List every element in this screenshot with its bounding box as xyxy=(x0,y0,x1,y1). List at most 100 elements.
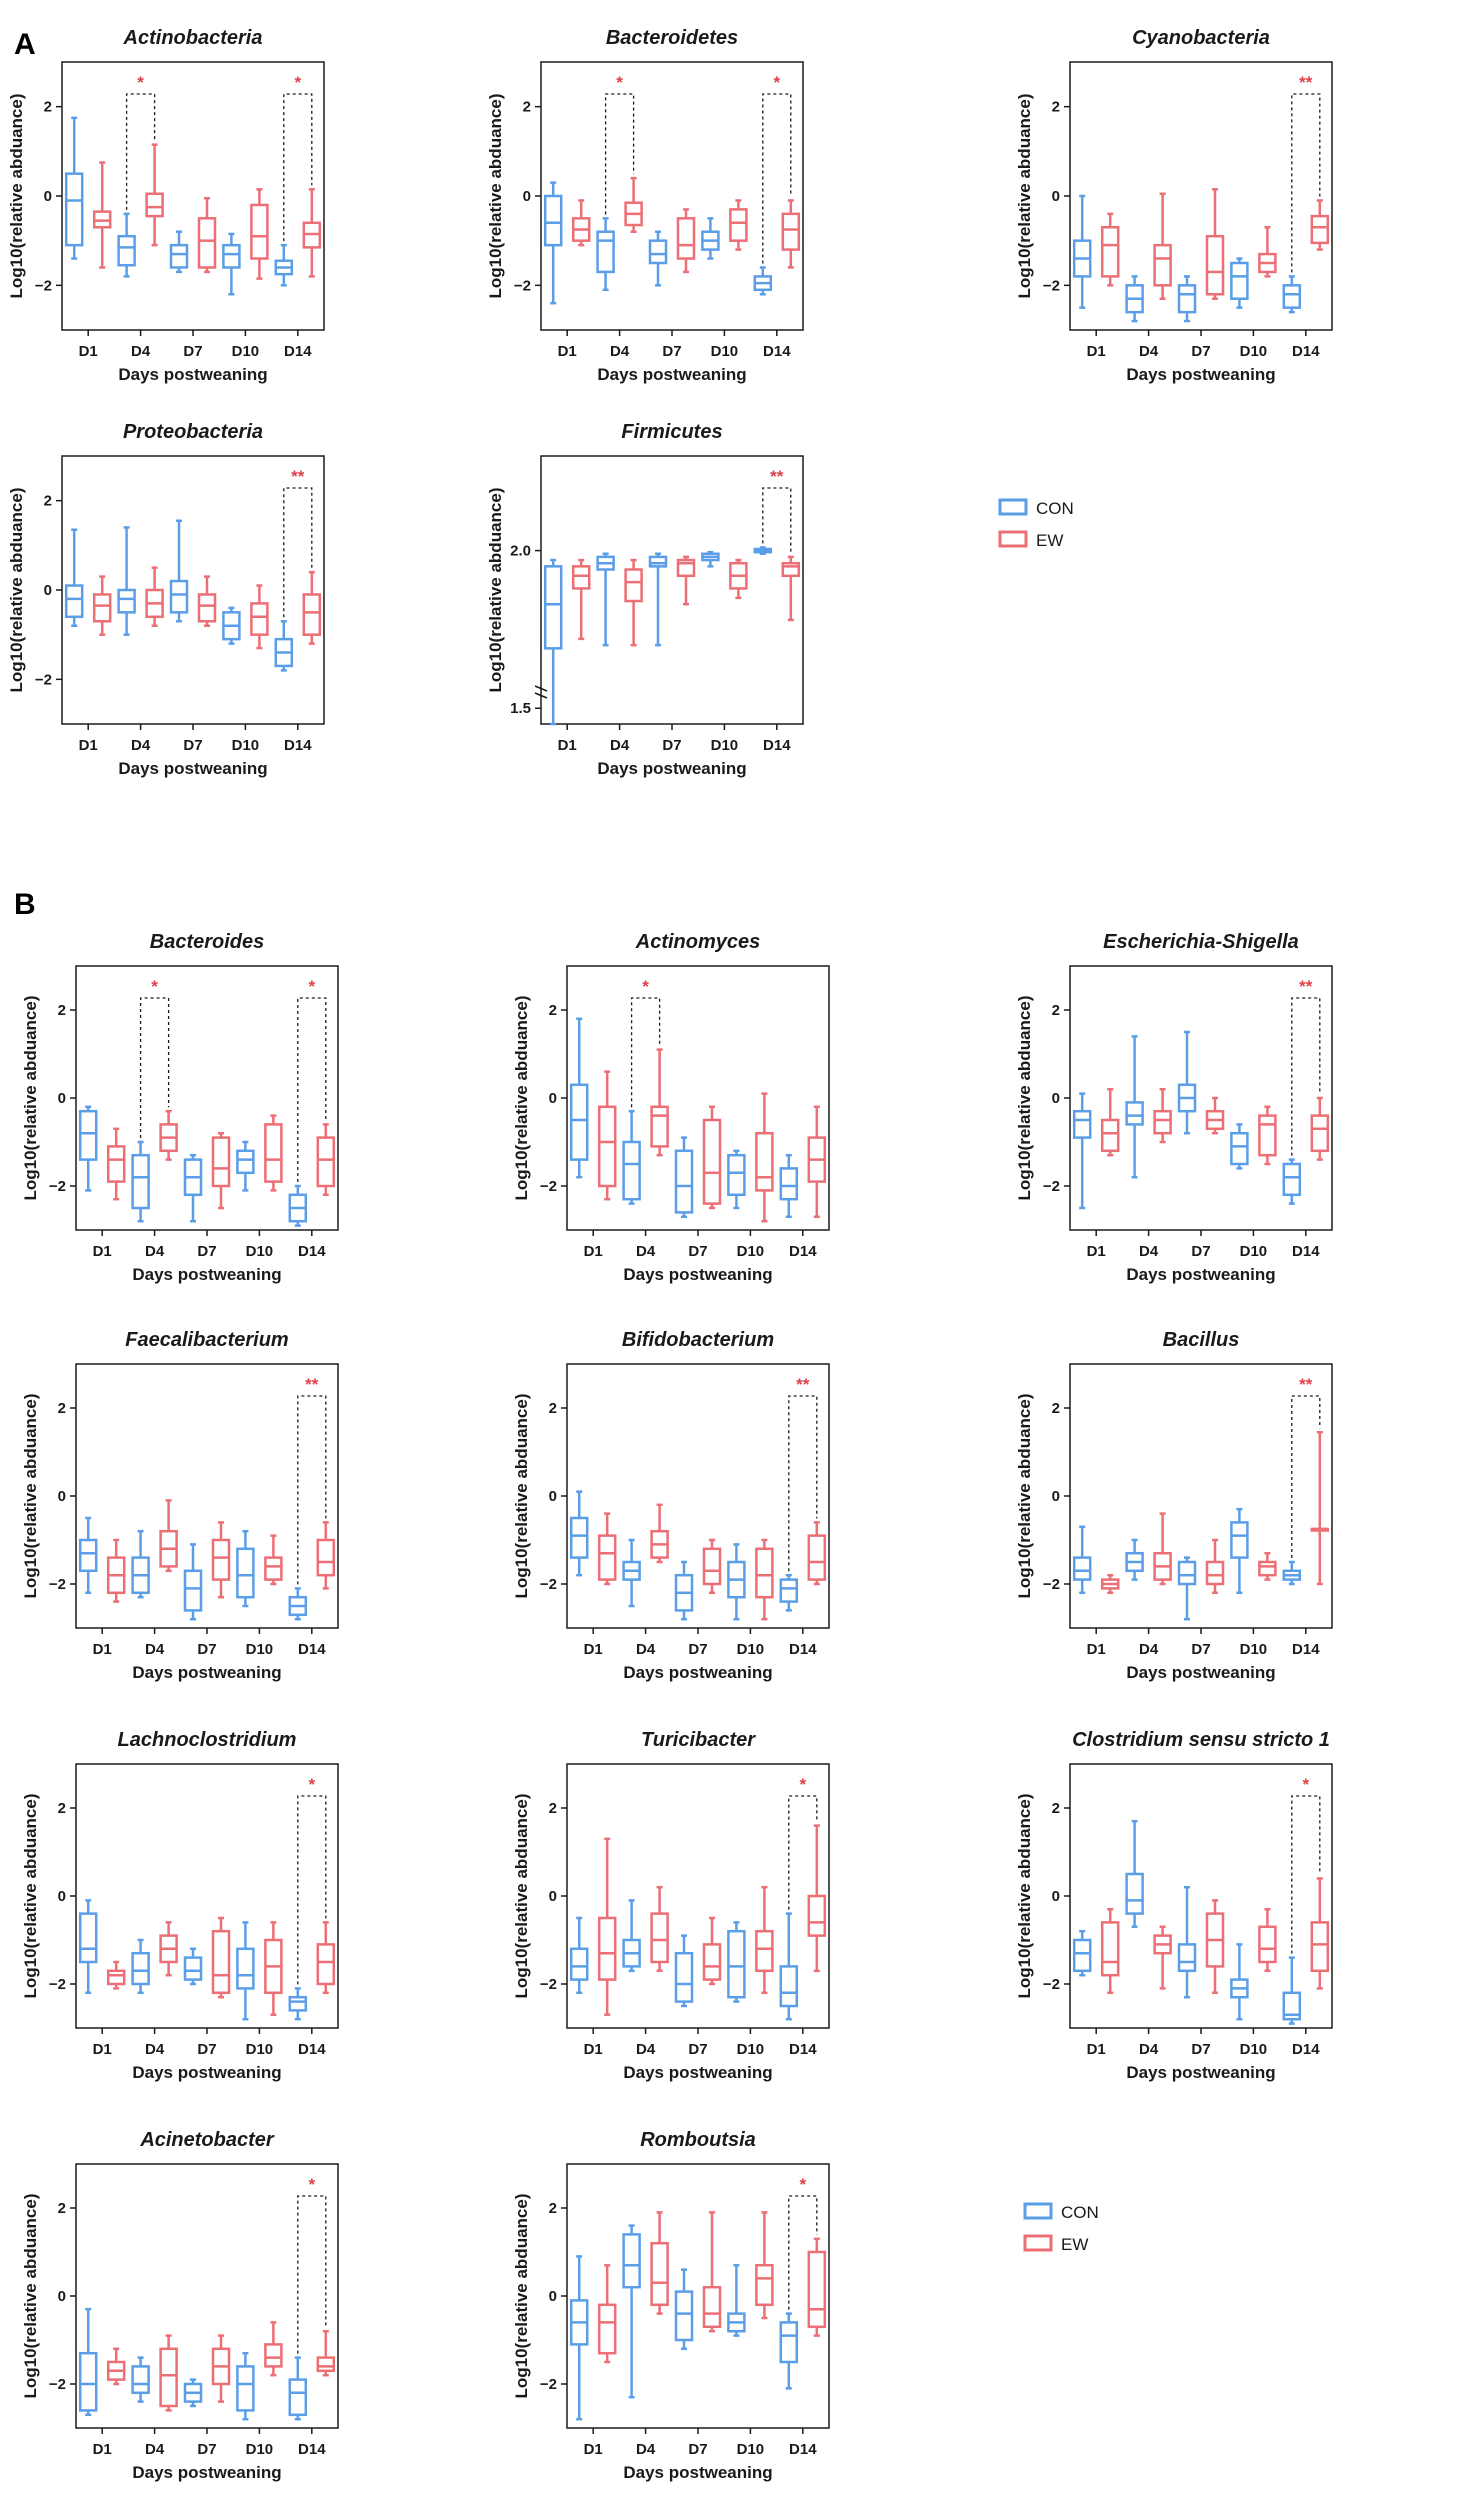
x-axis-label: Days postweaning xyxy=(132,1663,281,1682)
x-tick-label: D1 xyxy=(79,737,98,754)
box-con-d10 xyxy=(222,232,241,296)
box-ew-d10 xyxy=(1258,1105,1277,1166)
box-iqr xyxy=(78,2351,98,2412)
box-iqr xyxy=(779,1167,799,1201)
bracket-line xyxy=(1291,997,1321,1156)
box-con-d1 xyxy=(543,558,563,726)
box-iqr xyxy=(569,1516,589,1559)
box-ew-d4 xyxy=(1153,192,1172,300)
y-tick-label: 2 xyxy=(523,99,531,116)
x-tick-label: D4 xyxy=(1139,343,1159,360)
box-ew-d7 xyxy=(1205,1538,1225,1595)
box-ew-d1 xyxy=(92,575,112,636)
box-con-d14 xyxy=(288,2356,308,2421)
legend-b-ew-swatch xyxy=(1023,2234,1053,2252)
box-iqr xyxy=(781,561,801,578)
box-con-d4 xyxy=(622,1538,641,1608)
box-iqr xyxy=(316,1538,336,1577)
y-tick-label: 0 xyxy=(549,1488,557,1505)
y-tick-label: 2 xyxy=(58,1400,66,1417)
box-iqr xyxy=(236,1547,255,1599)
box-ew-d14 xyxy=(1310,199,1330,251)
x-tick-label: D14 xyxy=(763,737,791,754)
box-con-d1 xyxy=(569,1916,589,1995)
box-con-d4 xyxy=(622,2224,641,2399)
y-tick-label: −2 xyxy=(540,2376,557,2393)
box-iqr xyxy=(1177,1560,1197,1586)
bracket-line xyxy=(788,1795,818,1910)
box-iqr xyxy=(781,212,801,251)
box-ew-d14 xyxy=(807,2237,827,2337)
x-tick-label: D4 xyxy=(145,2041,165,2058)
x-tick-label: D14 xyxy=(1292,1243,1320,1260)
y-tick-label: −2 xyxy=(1043,1976,1060,1993)
box-ew-d10 xyxy=(250,584,269,650)
box-iqr xyxy=(197,217,217,269)
box-ew-d4 xyxy=(650,1503,669,1564)
x-tick-label: D10 xyxy=(737,2441,765,2458)
x-tick-label: D7 xyxy=(197,2041,216,2058)
box-con-d7 xyxy=(183,2378,203,2408)
chart-title: Escherichia-Shigella xyxy=(1103,931,1299,953)
chart-bacillus: Bacillus −2 0 2 D1 D4 D7 D10 D14 Days postweaning… xyxy=(1015,1329,1333,1682)
x-axis-label: Days postweaning xyxy=(1126,1663,1275,1682)
y-tick-label: −2 xyxy=(49,1178,66,1195)
x-tick-label: D14 xyxy=(763,343,791,360)
box-con-d4 xyxy=(117,212,136,278)
chart-title: Turicibacter xyxy=(641,1729,756,1751)
box-iqr xyxy=(807,1534,827,1581)
x-tick-label: D1 xyxy=(1087,1641,1106,1658)
y-tick-label: 2 xyxy=(549,1800,557,1817)
box-iqr xyxy=(316,1136,336,1188)
box-iqr xyxy=(316,2356,336,2373)
y-axis-label: Log10(relative abduance) xyxy=(486,93,505,298)
x-tick-label: D4 xyxy=(131,737,151,754)
chart-title: Bacteroides xyxy=(150,931,265,953)
box-con-d14 xyxy=(779,1153,799,1219)
y-tick-label: 0 xyxy=(58,2288,66,2305)
box-ew-d10 xyxy=(264,1534,283,1586)
box-iqr xyxy=(1125,1101,1144,1126)
y-tick-label: −2 xyxy=(35,277,52,294)
box-ew-d1 xyxy=(106,1127,126,1201)
box-con-d14 xyxy=(274,620,294,672)
box-con-d1 xyxy=(78,2307,98,2417)
x-tick-label: D10 xyxy=(246,2441,274,2458)
box-ew-d1 xyxy=(571,199,591,247)
box-ew-d1 xyxy=(106,1960,126,1990)
significance-label: ** xyxy=(1299,73,1313,92)
box-con-d10 xyxy=(236,2351,255,2421)
box-con-d1 xyxy=(1072,194,1092,309)
significance-bracket-d14: ** xyxy=(297,1375,327,1585)
y-axis-label: Log10(relative abduance) xyxy=(21,995,40,1200)
box-iqr xyxy=(78,1109,98,1161)
box-iqr xyxy=(755,1547,774,1599)
box-iqr xyxy=(1258,1114,1277,1157)
x-axis-label: Days postweaning xyxy=(132,2063,281,2082)
box-con-d14 xyxy=(274,243,294,287)
chart-title: Firmicutes xyxy=(621,421,722,443)
axis-break-mark xyxy=(534,692,548,699)
box-ew-d14 xyxy=(316,1521,336,1590)
box-ew-d4 xyxy=(159,2334,178,2412)
box-iqr xyxy=(1177,1943,1197,1973)
box-iqr xyxy=(236,1149,255,1175)
significance-label: ** xyxy=(796,1375,810,1394)
box-con-d7 xyxy=(1177,1885,1197,1999)
box-iqr xyxy=(807,1894,827,1937)
box-ew-d1 xyxy=(1100,1087,1120,1157)
box-ew-d10 xyxy=(1258,226,1277,278)
box-con-d4 xyxy=(131,1529,150,1599)
box-ew-d7 xyxy=(1205,188,1225,300)
box-iqr xyxy=(211,1538,231,1581)
box-ew-d7 xyxy=(197,575,217,627)
x-axis-label: Days postweaning xyxy=(1126,365,1275,384)
box-ew-d4 xyxy=(624,176,643,233)
y-tick-label: 0 xyxy=(44,188,52,205)
x-tick-label: D7 xyxy=(662,343,681,360)
box-iqr xyxy=(779,1578,799,1603)
bracket-line xyxy=(283,93,313,242)
y-tick-label: −2 xyxy=(1043,1178,1060,1195)
significance-label: * xyxy=(308,1775,315,1794)
y-tick-label: 2 xyxy=(44,99,52,116)
